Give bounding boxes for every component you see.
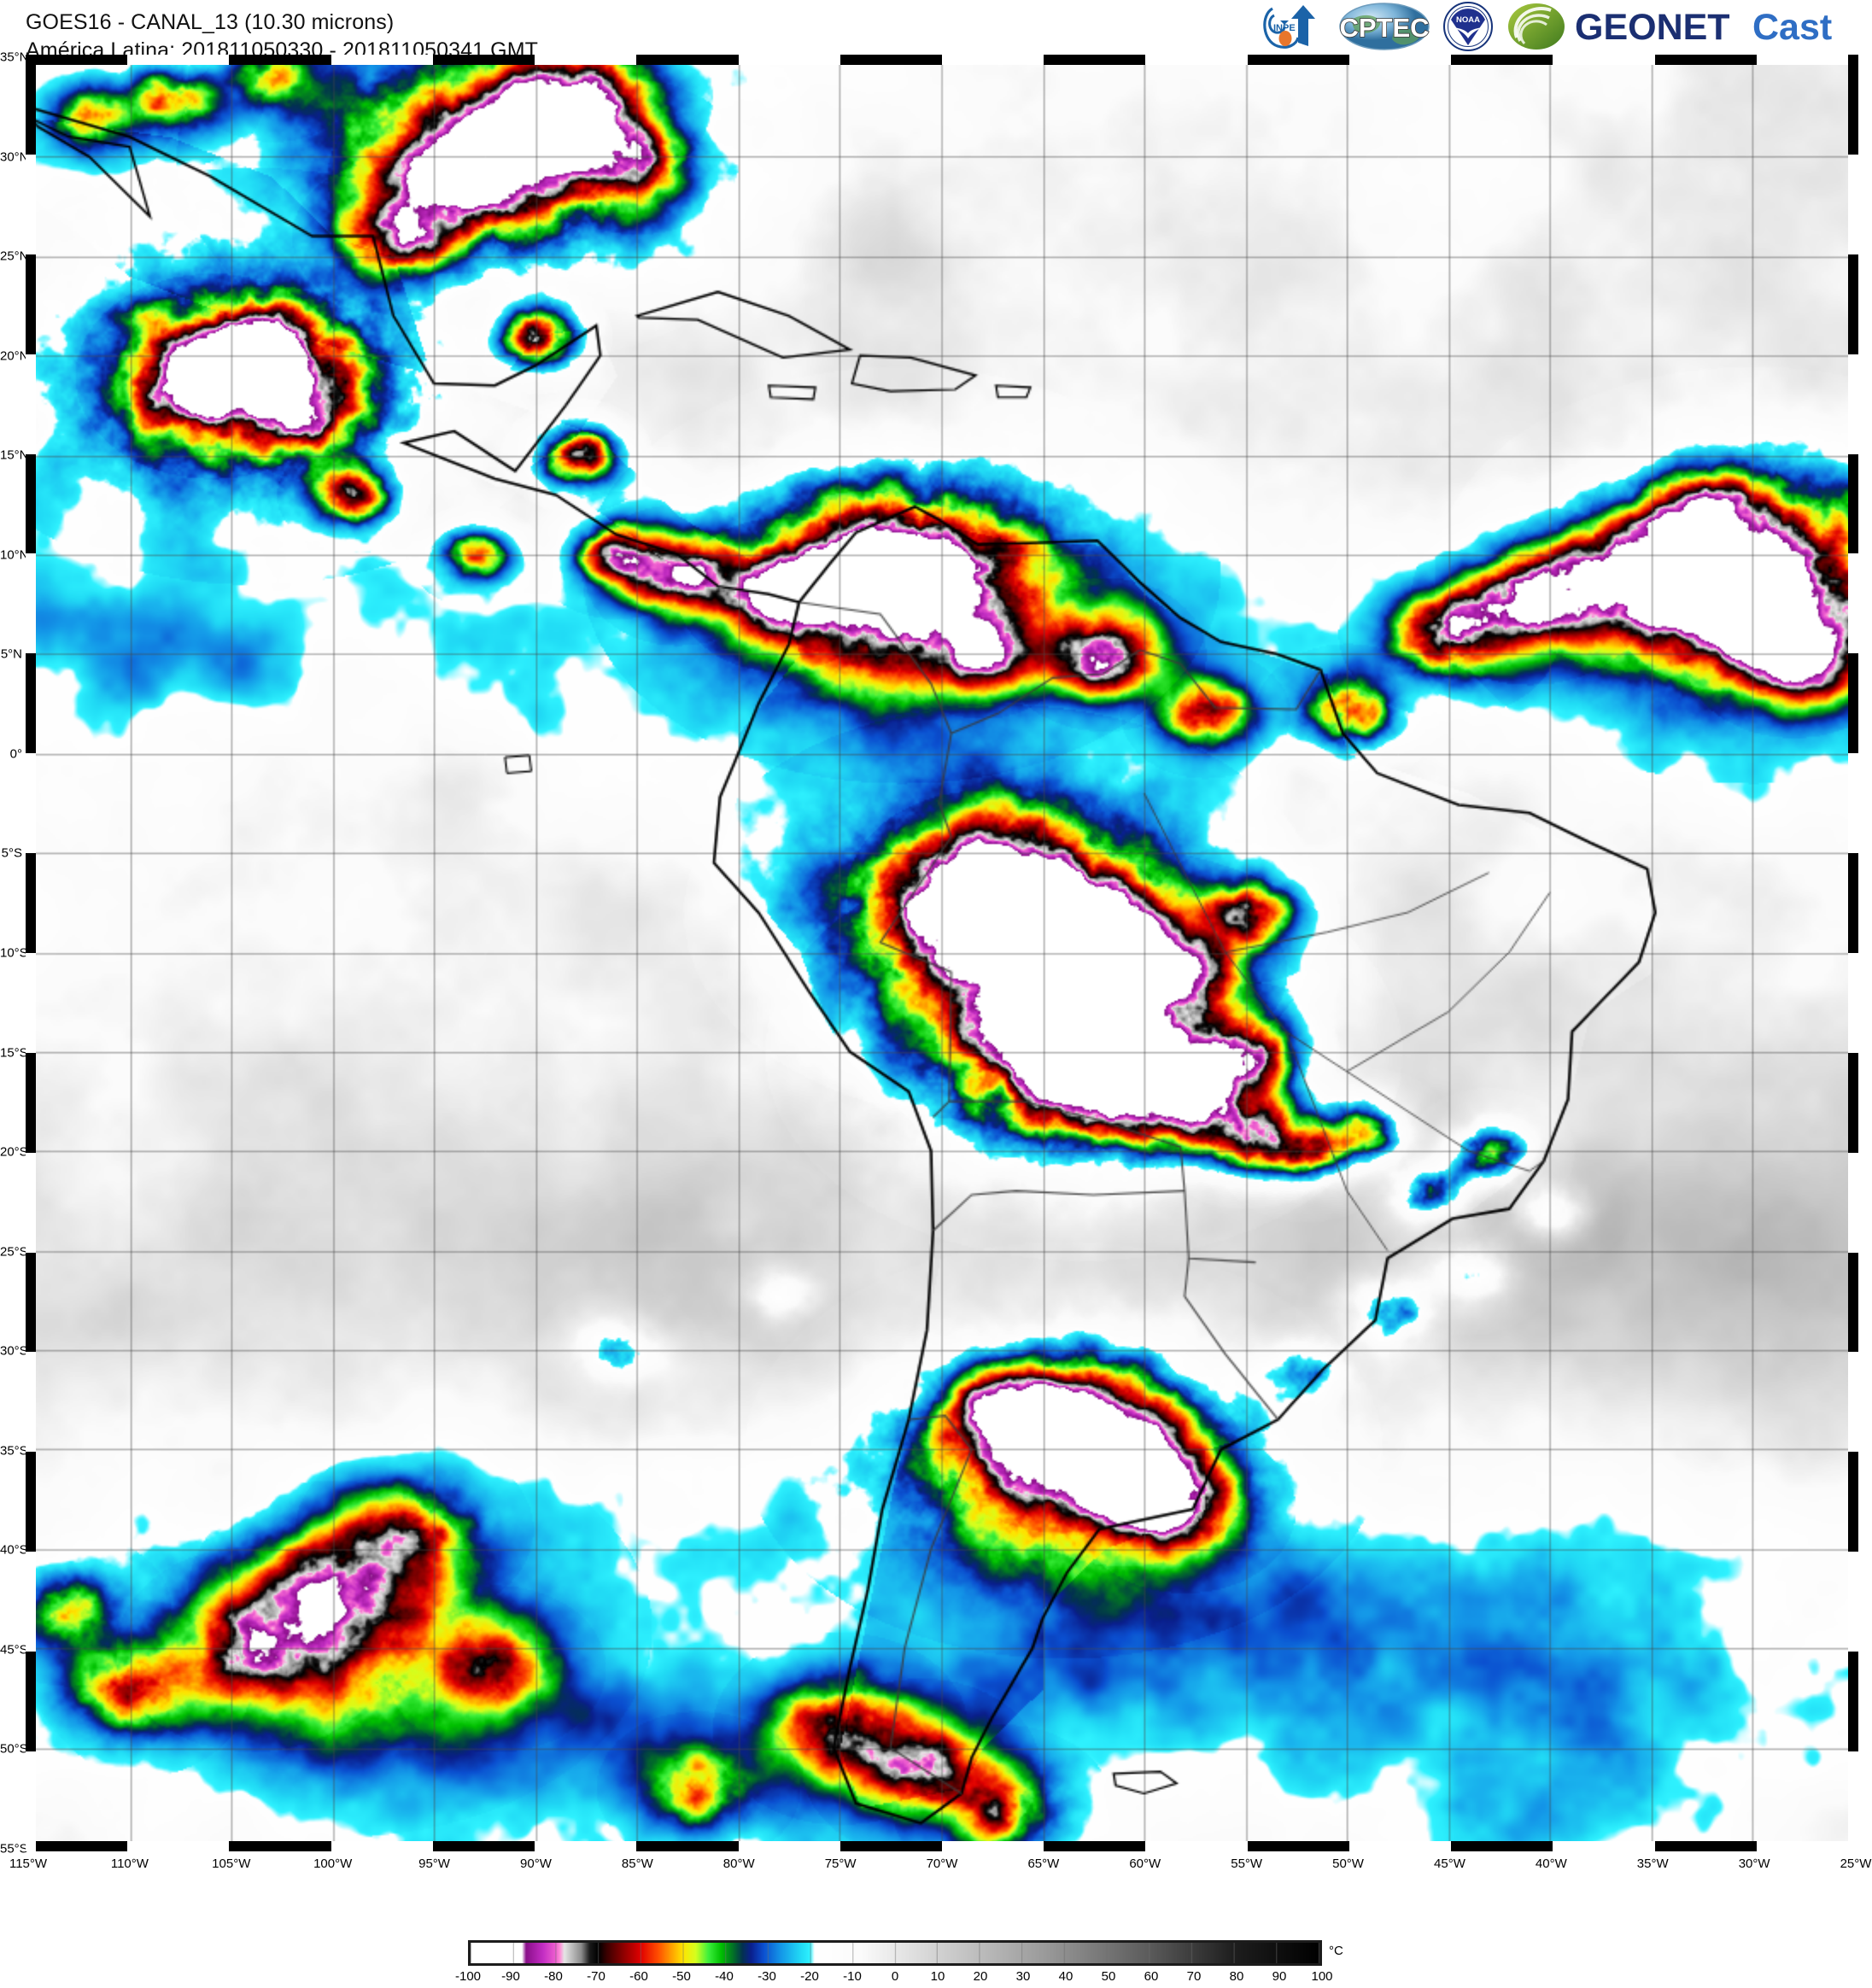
- colorbar-tick-label: 80: [1229, 1969, 1244, 1984]
- colorbar-unit-label: °C: [1329, 1944, 1343, 1958]
- svg-text:NOAA: NOAA: [1456, 15, 1480, 25]
- colorbar-tick-label: -60: [629, 1969, 648, 1984]
- longitude-tick-label: 35°W: [1636, 1856, 1669, 1871]
- longitude-tick-label: 40°W: [1535, 1856, 1567, 1871]
- latitude-tick-label: 30°N: [0, 149, 29, 165]
- colorbar-tick-label: -50: [672, 1969, 691, 1984]
- latitude-tick-label: 15°S: [0, 1045, 28, 1061]
- latitude-tick-label: 20°S: [0, 1144, 28, 1160]
- latitude-tick-label: 40°S: [0, 1542, 28, 1558]
- latitude-tick-label: 50°S: [0, 1741, 28, 1757]
- latitude-tick-label: 45°S: [0, 1642, 28, 1658]
- colorbar-tick-label: 30: [1015, 1969, 1031, 1984]
- colorbar-gradient: [471, 1943, 1319, 1963]
- longitude-tick-label: 90°W: [520, 1856, 552, 1871]
- longitude-tick-label: 45°W: [1434, 1856, 1465, 1871]
- longitude-tick-label: 25°W: [1840, 1856, 1872, 1871]
- svg-text:Cast: Cast: [1752, 7, 1832, 48]
- colorbar-tick-label: 100: [1311, 1969, 1333, 1984]
- longitude-tick-label: 75°W: [824, 1856, 857, 1871]
- colorbar-tick-label: -40: [715, 1969, 734, 1984]
- latitude-tick-label: 55°S: [0, 1841, 28, 1856]
- page-header: GOES16 - CANAL_13 (10.30 microns) Améric…: [0, 0, 1872, 62]
- colorbar-tick-label: -80: [544, 1969, 563, 1984]
- noaa-logo: NOAA: [1443, 2, 1493, 51]
- colorbar-tick-label: 50: [1101, 1969, 1116, 1984]
- page-title: GOES16 - CANAL_13 (10.30 microns): [26, 10, 395, 34]
- colorbar-tick-label: -70: [587, 1969, 605, 1984]
- longitude-tick-label: 30°W: [1738, 1856, 1770, 1871]
- latitude-tick-label: 15°N: [0, 447, 29, 463]
- latitude-tick-label: 35°S: [0, 1443, 28, 1459]
- latitude-tick-label: 10°N: [0, 547, 29, 563]
- latitude-tick-label: 30°S: [0, 1343, 28, 1359]
- longitude-tick-label: 65°W: [1027, 1856, 1060, 1871]
- colorbar-tick-label: -10: [843, 1969, 862, 1984]
- latitude-tick-label: 10°S: [0, 945, 28, 961]
- latitude-tick-label: 5°N: [0, 646, 22, 662]
- logo-bar: INPE CPTEC: [1259, 1, 1863, 52]
- colorbar-tick-label: 70: [1186, 1969, 1202, 1984]
- temperature-colorbar: [468, 1940, 1322, 1966]
- colorbar-tick-label: 40: [1058, 1969, 1073, 1984]
- svg-text:GEONET: GEONET: [1575, 7, 1730, 48]
- colorbar-strip: [468, 1940, 1322, 1966]
- satellite-image-canvas: [28, 57, 1856, 1849]
- colorbar-tick-label: -20: [800, 1969, 819, 1984]
- colorbar-tick-label: 0: [891, 1969, 899, 1984]
- longitude-tick-label: 115°W: [9, 1856, 48, 1871]
- longitude-tick-label: 105°W: [212, 1856, 251, 1871]
- latitude-tick-label: 25°N: [0, 248, 29, 264]
- longitude-tick-label: 110°W: [110, 1856, 149, 1871]
- longitude-tick-label: 55°W: [1231, 1856, 1263, 1871]
- latitude-tick-label: 5°S: [1, 845, 22, 861]
- longitude-tick-label: 95°W: [418, 1856, 450, 1871]
- satellite-map[interactable]: [26, 55, 1858, 1851]
- cptec-logo: CPTEC: [1337, 2, 1431, 51]
- latitude-tick-label: 0°: [9, 746, 22, 762]
- latitude-tick-label: 20°N: [0, 348, 29, 364]
- longitude-tick-label: 100°W: [313, 1856, 353, 1871]
- colorbar-tick-label: 20: [973, 1969, 988, 1984]
- geonetcast-logo: GEONET Cast: [1505, 2, 1863, 51]
- longitude-tick-label: 85°W: [621, 1856, 653, 1871]
- colorbar-tick-label: -30: [758, 1969, 776, 1984]
- longitude-tick-label: 50°W: [1332, 1856, 1364, 1871]
- colorbar-tick-label: 10: [930, 1969, 945, 1984]
- colorbar-tick-label: -100: [454, 1969, 482, 1984]
- colorbar-tick-label: 90: [1272, 1969, 1287, 1984]
- longitude-tick-label: 70°W: [926, 1856, 958, 1871]
- latitude-tick-label: 25°S: [0, 1244, 28, 1260]
- colorbar-tick-label: -90: [501, 1969, 520, 1984]
- colorbar-tick-label: 60: [1144, 1969, 1159, 1984]
- longitude-tick-label: 80°W: [722, 1856, 755, 1871]
- inpe-logo: INPE: [1259, 2, 1325, 51]
- svg-text:INPE: INPE: [1273, 23, 1296, 33]
- longitude-tick-label: 60°W: [1129, 1856, 1161, 1871]
- svg-text:CPTEC: CPTEC: [1339, 13, 1429, 43]
